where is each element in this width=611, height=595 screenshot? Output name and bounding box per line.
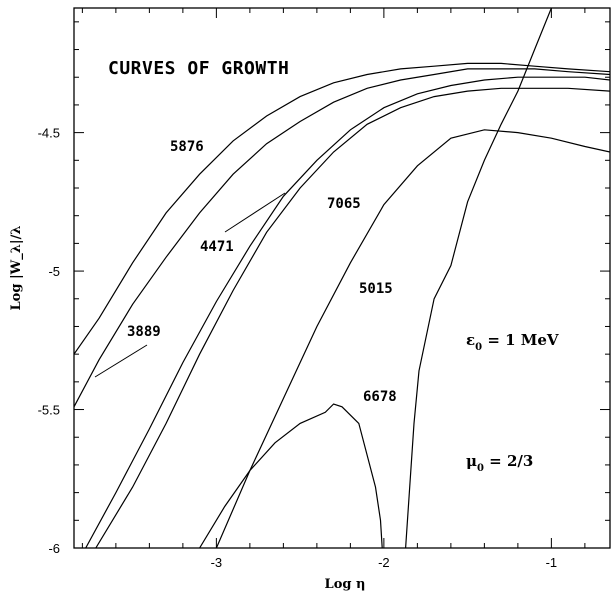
- epsilon-symbol: ε: [466, 331, 475, 349]
- epsilon-subscript: 0: [475, 342, 482, 353]
- leader-line-4471: [224, 192, 286, 233]
- y-tick-label: -5: [48, 264, 60, 279]
- mu-annotation: μ0 = 2/3: [466, 452, 533, 474]
- x-tick-label: -2: [378, 555, 390, 570]
- y-tick-label: -4.5: [38, 126, 60, 141]
- series-label-6678: 6678: [363, 389, 397, 405]
- mu-symbol: μ: [466, 452, 477, 470]
- x-tick-label: -1: [546, 555, 558, 570]
- plot-frame: [73, 7, 611, 549]
- x-tick-label: -3: [211, 555, 223, 570]
- curve-steep: [405, 8, 552, 548]
- series-label-3889: 3889: [127, 324, 161, 340]
- curves-group: [74, 8, 610, 548]
- curve-5876: [74, 62, 610, 355]
- series-label-5876: 5876: [170, 139, 204, 155]
- series-label-7065: 7065: [327, 196, 361, 212]
- curve-5015: [215, 129, 610, 548]
- series-label-5015: 5015: [359, 281, 393, 297]
- x-axis-label: Log η: [325, 577, 366, 592]
- curve-4471: [85, 76, 610, 548]
- y-tick-label: -6: [48, 541, 60, 556]
- curve-7065: [95, 87, 610, 548]
- axis-ticks: -3 -2 -1 -6 -5.5 -5 -4.5: [38, 8, 610, 570]
- mu-subscript: 0: [477, 463, 484, 474]
- y-axis-label: Log |W_λ|/λ: [9, 226, 24, 311]
- leader-line-3889: [94, 344, 148, 378]
- curve-6678: [199, 403, 383, 548]
- mu-value: = 2/3: [484, 452, 533, 470]
- epsilon-value: = 1 MeV: [482, 331, 559, 349]
- curve-3889: [74, 68, 610, 408]
- chart-title: CURVES OF GROWTH: [108, 58, 289, 79]
- series-label-4471: 4471: [200, 239, 234, 255]
- y-tick-label: -5.5: [38, 403, 60, 418]
- epsilon-annotation: ε0 = 1 MeV: [466, 331, 559, 353]
